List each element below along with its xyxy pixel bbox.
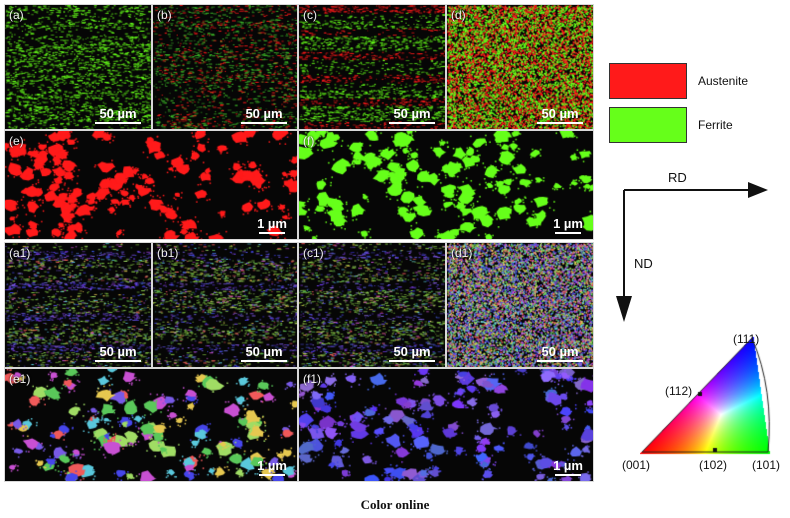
panel-f: (f) 1 µm <box>298 130 594 240</box>
panel-e: (e) 1 µm <box>4 130 298 240</box>
figure-caption: Color online <box>360 497 430 512</box>
scalebar-label-f1: 1 µm <box>553 458 583 473</box>
micrograph-f1 <box>299 369 593 481</box>
scalebar-a1: 50 µm <box>95 344 141 362</box>
panel-label-b: (b) <box>157 8 172 22</box>
scalebar-c: 50 µm <box>389 106 435 124</box>
panel-label-d1: (d1) <box>451 246 473 260</box>
panel-e1: (e1) 1 µm <box>4 368 298 482</box>
ipf-label-101: (101) <box>752 458 781 472</box>
ipf-color-triangle <box>640 330 780 460</box>
panel-label-c1: (c1) <box>303 246 324 260</box>
scalebar-label-a: 50 µm <box>99 106 137 121</box>
scalebar-label-c1: 50 µm <box>393 344 431 359</box>
rd-label: RD <box>668 170 687 185</box>
panel-label-c: (c) <box>303 8 317 22</box>
scalebar-a: 50 µm <box>95 106 141 124</box>
scalebar-label-d1: 50 µm <box>541 344 579 359</box>
ferrite-swatch <box>609 107 687 143</box>
scalebar-label-e1: 1 µm <box>257 458 287 473</box>
nd-arrow-head <box>616 296 632 322</box>
panel-c: (c) 50 µm <box>298 4 446 130</box>
micrograph-a1 <box>5 243 151 367</box>
panel-f1: (f1) 1 µm <box>298 368 594 482</box>
panel-label-e: (e) <box>9 134 24 148</box>
scalebar-label-d: 50 µm <box>541 106 579 121</box>
micrograph-b <box>153 5 297 129</box>
panel-c1: (c1) 50 µm <box>298 242 446 368</box>
scalebar-f: 1 µm <box>553 216 583 234</box>
panel-label-f: (f) <box>303 134 315 148</box>
panel-b1: (b1) 50 µm <box>152 242 298 368</box>
scalebar-e1: 1 µm <box>257 458 287 476</box>
scalebar-label-f: 1 µm <box>553 216 583 231</box>
scalebar-e: 1 µm <box>257 216 287 234</box>
ipf-label-111: (111) <box>733 332 760 346</box>
scalebar-b: 50 µm <box>241 106 287 124</box>
micrograph-d <box>447 5 593 129</box>
ferrite-label: Ferrite <box>698 118 733 132</box>
panel-a1: (a1) 50 µm <box>4 242 152 368</box>
panel-label-b1: (b1) <box>157 246 179 260</box>
panel-label-f1: (f1) <box>303 372 321 386</box>
panel-label-e1: (e1) <box>9 372 31 386</box>
micrograph-d1 <box>447 243 593 367</box>
panel-b: (b) 50 µm <box>152 4 298 130</box>
scalebar-f1: 1 µm <box>553 458 583 476</box>
panel-label-a1: (a1) <box>9 246 31 260</box>
scalebar-label-b: 50 µm <box>245 106 283 121</box>
rd-arrow-head <box>748 182 768 198</box>
micrograph-a <box>5 5 151 129</box>
scalebar-label-b1: 50 µm <box>245 344 283 359</box>
panel-d1: (d1) 50 µm <box>446 242 594 368</box>
panel-label-d: (d) <box>451 8 466 22</box>
panel-d: (d) 50 µm <box>446 4 594 130</box>
scalebar-label-c: 50 µm <box>393 106 431 121</box>
micrograph-e <box>5 131 297 239</box>
sample-axes-diagram <box>616 182 768 322</box>
panel-label-a: (a) <box>9 8 24 22</box>
micrograph-c <box>299 5 445 129</box>
ipf-label-001: (001) <box>622 458 651 472</box>
austenite-label: Austenite <box>698 74 749 88</box>
scalebar-label-e: 1 µm <box>257 216 287 231</box>
micrograph-f <box>299 131 593 239</box>
micrograph-b1 <box>153 243 297 367</box>
panel-a: (a) 50 µm <box>4 4 152 130</box>
nd-label: ND <box>634 256 653 271</box>
scalebar-c1: 50 µm <box>389 344 435 362</box>
micrograph-e1 <box>5 369 297 481</box>
scalebar-d: 50 µm <box>537 106 583 124</box>
austenite-swatch <box>609 63 687 99</box>
scalebar-d1: 50 µm <box>537 344 583 362</box>
scalebar-label-a1: 50 µm <box>99 344 137 359</box>
scalebar-b1: 50 µm <box>241 344 287 362</box>
ipf-label-102: (102) <box>699 458 728 472</box>
ipf-label-112: (112) <box>665 384 693 398</box>
micrograph-c1 <box>299 243 445 367</box>
